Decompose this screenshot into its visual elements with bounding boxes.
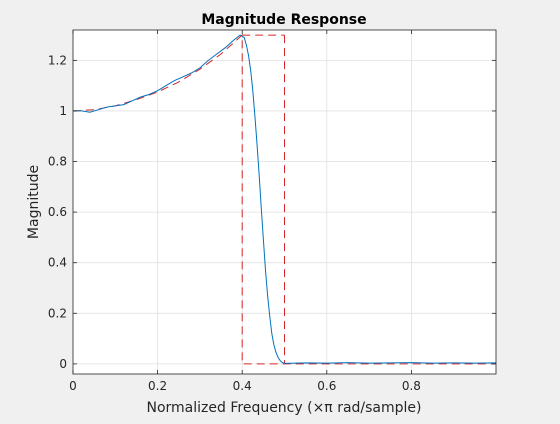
x-tick-label: 0	[69, 379, 77, 393]
chart-title: Magnitude Response	[201, 12, 366, 28]
x-tick-label: 0.8	[402, 379, 421, 393]
series-layer	[72, 33, 497, 365]
x-axis: 0 0.2 0.4 0.6 0.8	[69, 30, 421, 393]
x-tick-label: 0.2	[148, 379, 167, 393]
y-axis: 0 0.2 0.4 0.6 0.8 1 1.2	[48, 53, 496, 371]
x-tick-label: 0.4	[233, 379, 252, 393]
x-axis-label: Normalized Frequency (×π rad/sample)	[147, 400, 422, 416]
x-tick-label: 0.6	[317, 379, 336, 393]
y-tick-label: 0.4	[48, 256, 67, 270]
y-tick-label: 0.2	[48, 306, 67, 320]
y-tick-label: 1.2	[48, 53, 67, 67]
y-tick-label: 0	[59, 357, 67, 371]
axes-box	[72, 29, 497, 375]
response-line	[73, 34, 497, 364]
y-tick-label: 0.8	[48, 155, 67, 169]
y-axis-label: Magnitude	[26, 165, 42, 239]
y-tick-label: 0.6	[48, 205, 67, 219]
y-tick-label: 1	[59, 104, 67, 118]
